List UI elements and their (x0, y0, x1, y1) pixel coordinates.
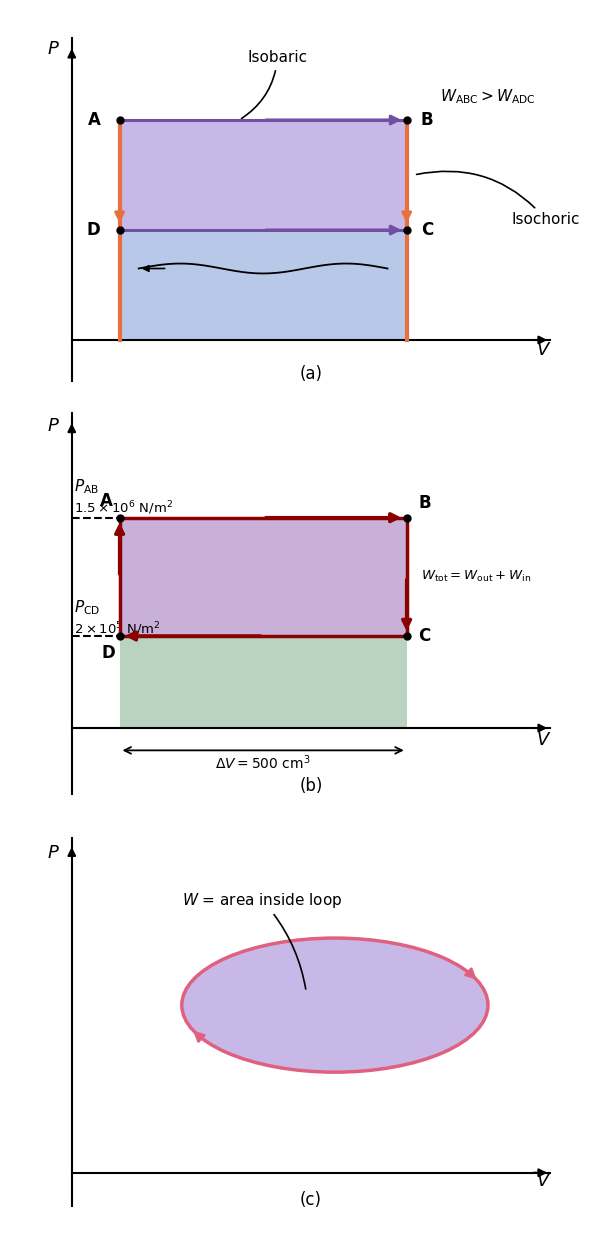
Polygon shape (120, 518, 407, 636)
Text: V: V (537, 341, 549, 359)
Text: Isobaric: Isobaric (242, 50, 307, 119)
Text: (c): (c) (300, 1190, 322, 1209)
Text: $W_{\mathrm{tot}} = W_{\mathrm{out}} + W_{\mathrm{in}}$: $W_{\mathrm{tot}} = W_{\mathrm{out}} + W… (421, 569, 532, 585)
Text: $1.5 \times 10^6$ N/m$^2$: $1.5 \times 10^6$ N/m$^2$ (74, 499, 173, 516)
Polygon shape (120, 636, 407, 728)
Text: P: P (47, 40, 58, 58)
Text: Isochoric: Isochoric (417, 171, 581, 227)
Text: P: P (47, 418, 58, 435)
Text: $\Delta V = 500$ cm$^3$: $\Delta V = 500$ cm$^3$ (215, 754, 311, 771)
Text: D: D (101, 644, 115, 662)
Text: $P_{\mathrm{AB}}$: $P_{\mathrm{AB}}$ (74, 478, 99, 496)
Text: C: C (419, 628, 431, 645)
Polygon shape (120, 120, 407, 230)
Ellipse shape (182, 938, 488, 1072)
Text: (a): (a) (300, 365, 322, 382)
Text: P: P (47, 844, 58, 861)
Text: A: A (99, 491, 112, 510)
Text: D: D (87, 221, 100, 239)
Text: $W$ = area inside loop: $W$ = area inside loop (182, 890, 342, 989)
Text: $2 \times 10^5$ N/m$^2$: $2 \times 10^5$ N/m$^2$ (74, 620, 161, 638)
Text: A: A (87, 111, 100, 129)
Text: $P_{\mathrm{CD}}$: $P_{\mathrm{CD}}$ (74, 599, 100, 618)
Text: $W_{\mathrm{ABC}} > W_{\mathrm{ADC}}$: $W_{\mathrm{ABC}} > W_{\mathrm{ADC}}$ (440, 88, 536, 106)
Polygon shape (120, 230, 407, 340)
Text: B: B (421, 111, 434, 129)
Text: B: B (419, 495, 431, 512)
Text: V: V (537, 1172, 549, 1190)
Text: V: V (537, 731, 549, 749)
Text: (b): (b) (299, 778, 323, 795)
Text: C: C (421, 221, 433, 239)
